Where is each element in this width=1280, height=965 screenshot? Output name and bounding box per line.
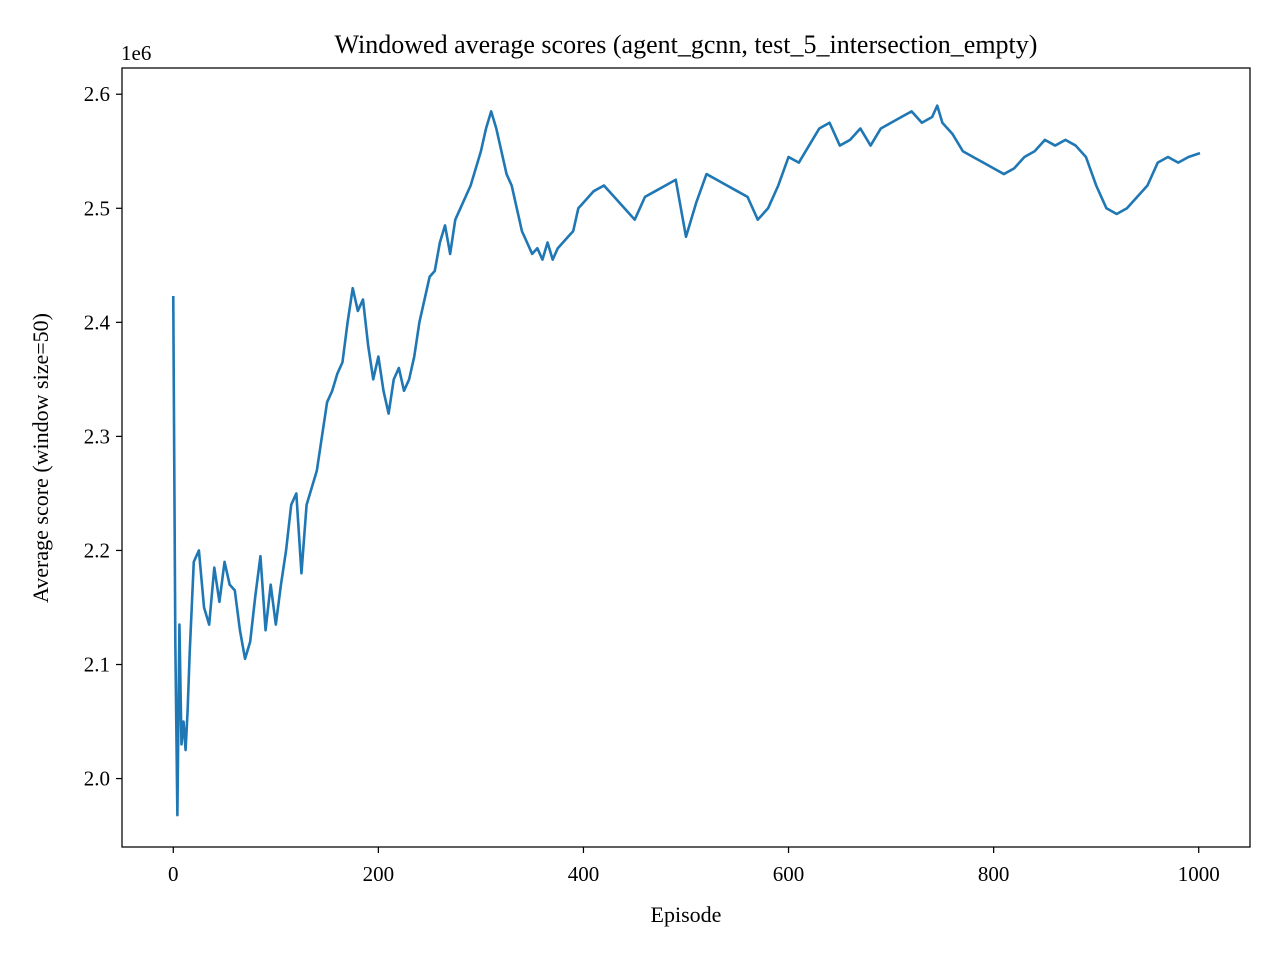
plot-frame: [121, 67, 1251, 848]
y-axis-offset-label: 1e6: [121, 41, 151, 65]
y-tick-label: 2.5: [84, 196, 110, 220]
x-tick-label: 200: [363, 862, 395, 886]
y-axis-ticks: 2.0 2.1 2.2 2.3 2.4 2.5 2.6: [84, 82, 122, 791]
series-layer: [171, 104, 1201, 817]
y-tick-label: 2.6: [84, 82, 110, 106]
plot-area: [121, 67, 1251, 848]
y-axis-label: Average score (window size=50): [28, 313, 53, 603]
y-tick-label: 2.2: [84, 538, 110, 562]
series-line-0: [171, 104, 1201, 817]
x-tick-label: 400: [568, 862, 600, 886]
y-tick-label: 2.1: [84, 653, 110, 677]
x-axis-ticks: 0 200 400 600 800 1000: [168, 847, 1220, 886]
x-tick-label: 1000: [1178, 862, 1220, 886]
y-tick-label: 2.0: [84, 767, 110, 791]
chart-title: Windowed average scores (agent_gcnn, tes…: [335, 30, 1038, 59]
x-tick-label: 800: [978, 862, 1010, 886]
y-tick-label: 2.4: [84, 310, 111, 334]
x-tick-label: 600: [773, 862, 805, 886]
x-tick-label: 0: [168, 862, 179, 886]
x-axis-label: Episode: [651, 902, 722, 927]
y-tick-label: 2.3: [84, 424, 110, 448]
